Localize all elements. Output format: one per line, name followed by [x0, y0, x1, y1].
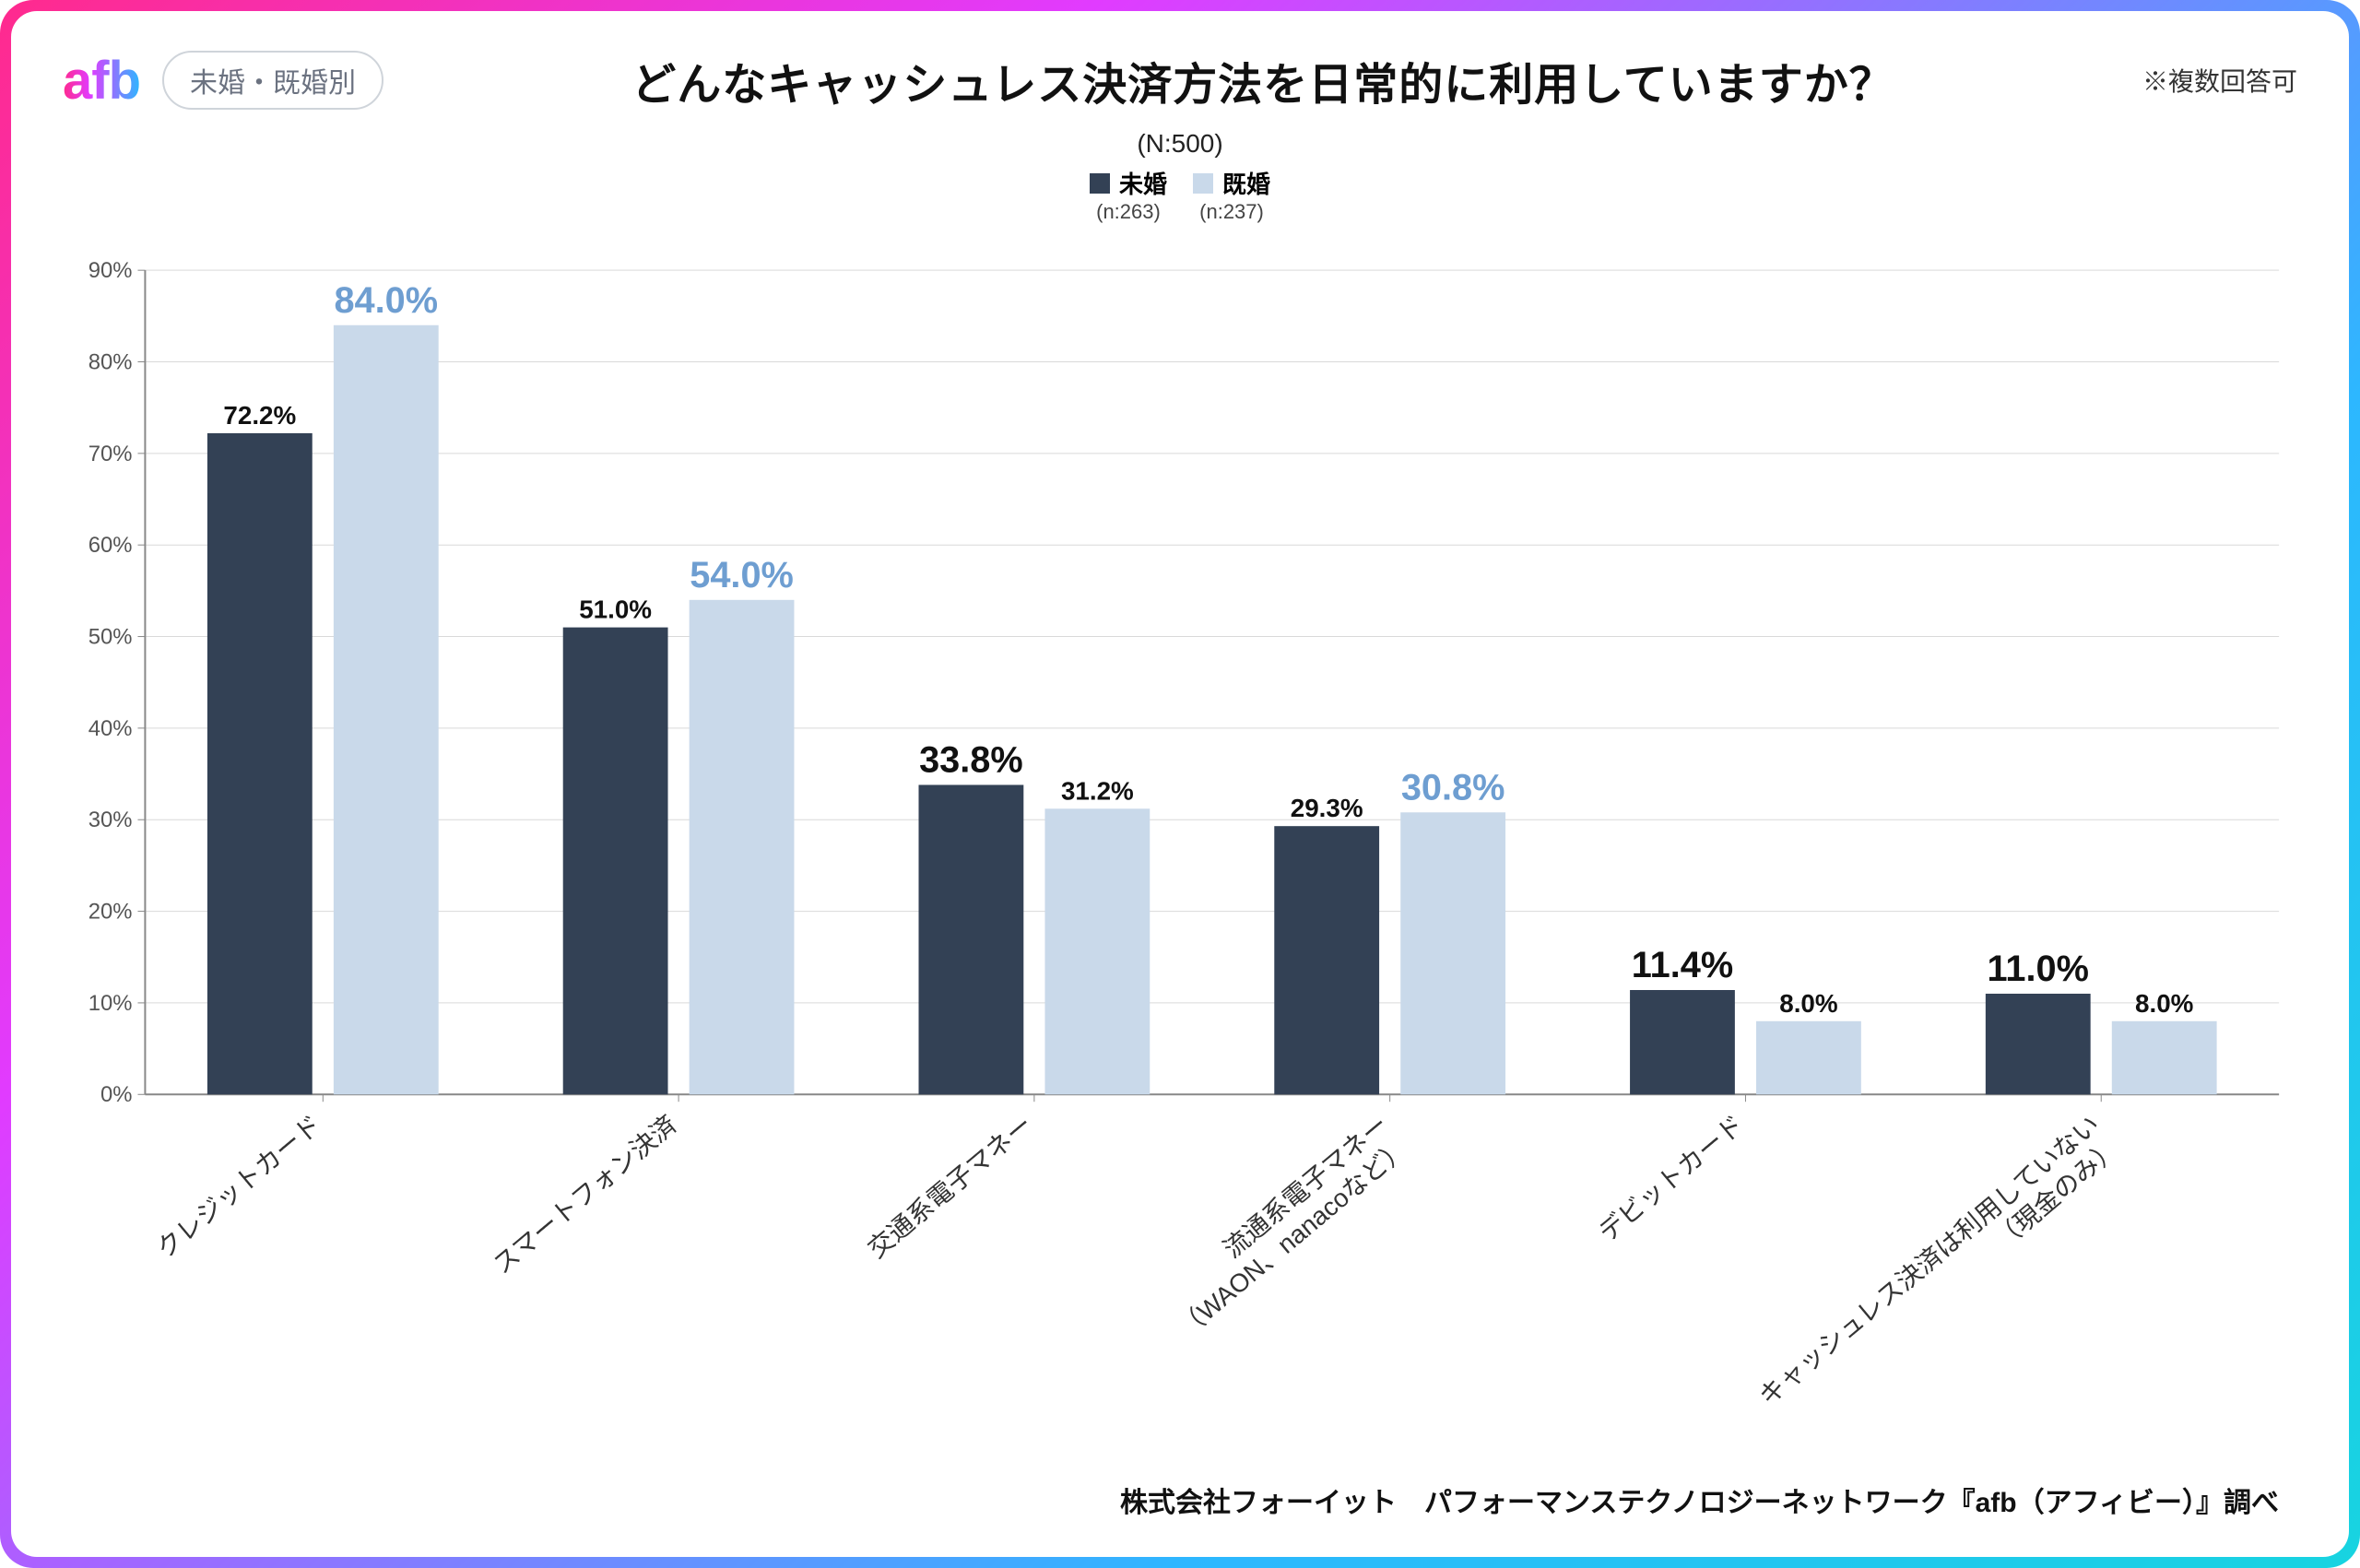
- svg-text:80%: 80%: [88, 349, 133, 374]
- bar: [1630, 990, 1735, 1094]
- bar: [2112, 1021, 2217, 1094]
- category-label: スマートフォン決済: [488, 1110, 682, 1279]
- multi-answer-note: ※複数回答可: [2142, 62, 2297, 99]
- bar-value-label: 54.0%: [690, 555, 794, 595]
- bar-value-label: 11.4%: [1632, 945, 1733, 985]
- svg-text:0%: 0%: [100, 1082, 132, 1107]
- legend-sublabel: (n:263): [1096, 200, 1161, 224]
- bar-value-label: 8.0%: [2135, 989, 2193, 1018]
- card-inner: afb 未婚・既婚別 どんなキャッシュレス決済方法を日常的に利用していますか？ …: [11, 11, 2349, 1557]
- legend-swatch: [1090, 173, 1110, 194]
- header: afb 未婚・既婚別 どんなキャッシュレス決済方法を日常的に利用していますか？ …: [63, 48, 2297, 112]
- legend: 未婚(n:263) 既婚(n:237): [63, 166, 2297, 224]
- bar-chart-svg: 0% 10% 20% 30% 40% 50% 60% 70% 80% 90% 72.2% 84.0% ク…: [63, 230, 2297, 1474]
- legend-label: 既婚: [1222, 166, 1270, 200]
- chart-area: 0% 10% 20% 30% 40% 50% 60% 70% 80% 90% 72.2% 84.0% ク…: [63, 230, 2297, 1474]
- bar-value-label: 30.8%: [1401, 767, 1505, 808]
- bar: [1400, 812, 1505, 1094]
- bar-value-label: 84.0%: [334, 280, 438, 321]
- bar: [1756, 1021, 1861, 1094]
- bar: [1986, 994, 2091, 1094]
- bar-value-label: 29.3%: [1291, 794, 1363, 822]
- svg-text:50%: 50%: [88, 624, 133, 649]
- svg-text:20%: 20%: [88, 900, 133, 925]
- logo: afb: [63, 50, 140, 112]
- bar: [334, 325, 439, 1094]
- svg-text:30%: 30%: [88, 808, 133, 832]
- bar: [690, 600, 795, 1094]
- sample-size: (N:500): [63, 129, 2297, 159]
- svg-text:40%: 40%: [88, 716, 133, 741]
- gradient-frame: afb 未婚・既婚別 どんなキャッシュレス決済方法を日常的に利用していますか？ …: [0, 0, 2360, 1568]
- bar-value-label: 51.0%: [579, 595, 652, 624]
- svg-text:60%: 60%: [88, 533, 133, 558]
- bar-value-label: 8.0%: [1779, 989, 1837, 1018]
- bar: [563, 628, 668, 1095]
- category-label: 交通系電子マネー: [862, 1110, 1037, 1264]
- legend-item: 未婚(n:263): [1090, 166, 1167, 224]
- chart-title: どんなキャッシュレス決済方法を日常的に利用していますか？: [406, 48, 2120, 112]
- bar-value-label: 31.2%: [1061, 776, 1134, 805]
- bar: [918, 784, 1023, 1094]
- category-sublabel: （WAON、nanacoなど）: [1173, 1134, 1414, 1343]
- bar: [207, 433, 313, 1094]
- category-label: クレジットカード: [151, 1110, 326, 1264]
- svg-text:70%: 70%: [88, 442, 133, 466]
- legend-item: 既婚(n:237): [1193, 166, 1270, 224]
- bar-value-label: 11.0%: [1988, 949, 2089, 989]
- legend-label: 未婚: [1119, 166, 1167, 200]
- legend-sublabel: (n:237): [1199, 200, 1264, 224]
- category-label: デビットカード: [1593, 1110, 1749, 1247]
- bar: [1274, 826, 1379, 1094]
- bar-value-label: 33.8%: [919, 740, 1023, 781]
- attribution: 株式会社フォーイット パフォーマンステクノロジーネットワーク『afb（アフィビー…: [63, 1474, 2297, 1520]
- segment-pill: 未婚・既婚別: [162, 51, 384, 110]
- bar: [1044, 808, 1150, 1094]
- svg-text:10%: 10%: [88, 991, 133, 1016]
- category-label: キャッシュレス決済は利用していない: [1753, 1110, 2105, 1411]
- legend-swatch: [1193, 173, 1213, 194]
- svg-text:90%: 90%: [88, 258, 133, 283]
- bar-value-label: 72.2%: [223, 401, 296, 430]
